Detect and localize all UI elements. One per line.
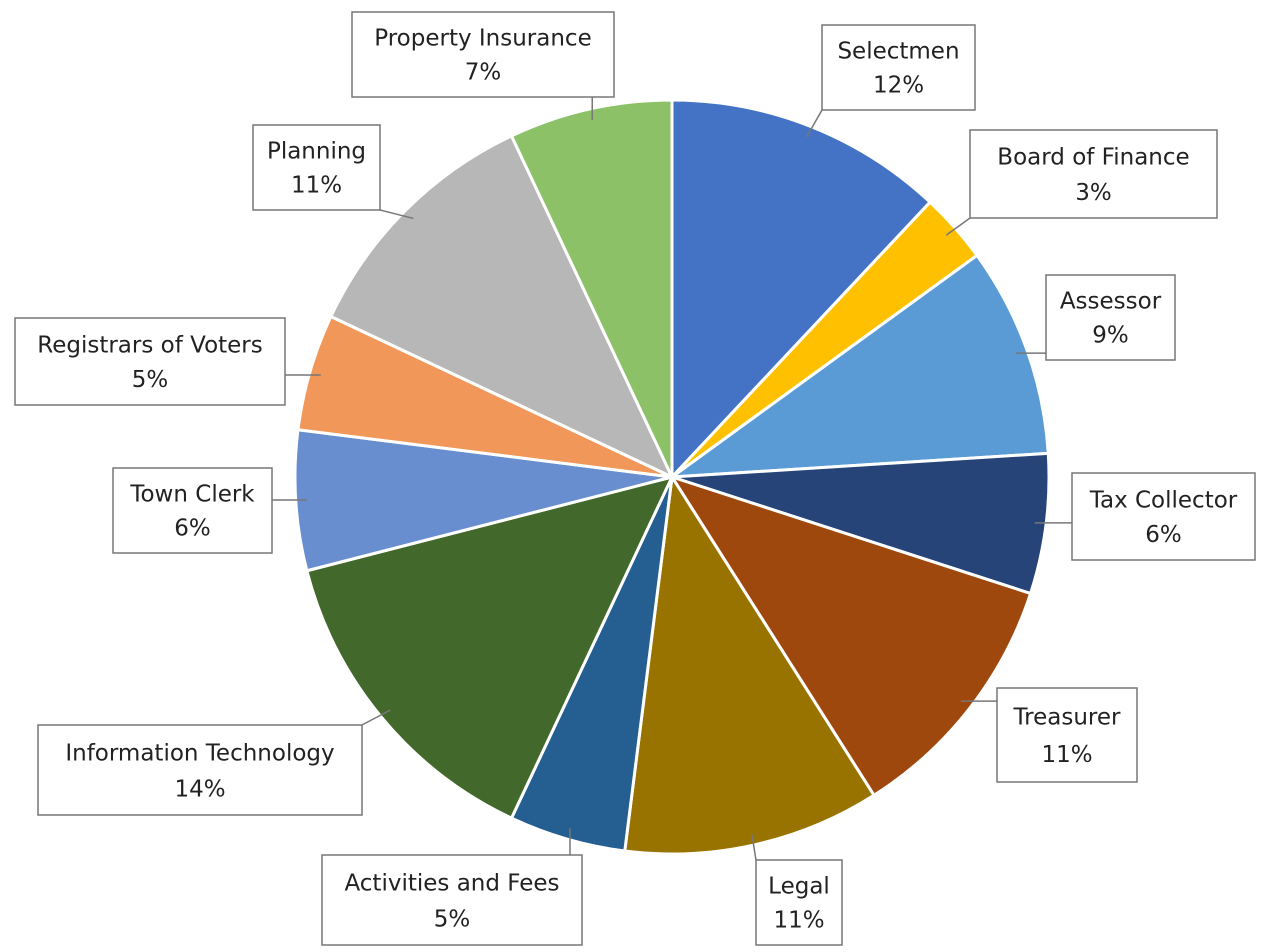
callout-line <box>379 209 414 220</box>
value-label: 6% <box>174 516 211 542</box>
value-label: 14% <box>174 776 225 802</box>
category-label: Treasurer <box>1013 705 1122 731</box>
category-label: Property Insurance <box>374 26 591 52</box>
pie-slice <box>666 253 1050 479</box>
label-box <box>969 129 1218 219</box>
label-box <box>821 24 976 111</box>
value-label: 5% <box>434 906 471 932</box>
value-label: 3% <box>1075 180 1112 206</box>
category-label: Planning <box>267 139 366 165</box>
category-label: Selectmen <box>837 39 959 65</box>
callout-line <box>805 109 823 138</box>
value-label: 9% <box>1092 323 1129 349</box>
label-box <box>252 124 381 211</box>
category-label: Activities and Fees <box>344 870 559 896</box>
value-label: 11% <box>1041 742 1092 768</box>
value-label: 12% <box>873 73 924 99</box>
label-box <box>321 854 583 946</box>
label-box <box>996 687 1138 783</box>
value-label: 7% <box>465 60 502 86</box>
label-box <box>1045 274 1176 361</box>
label-box <box>755 859 843 946</box>
pie-slice <box>668 474 1033 798</box>
category-label: Town Clerk <box>129 482 255 508</box>
category-label: Registrars of Voters <box>37 332 263 358</box>
labels: Selectmen 12% Board of Finance 3% Assessor 9%… <box>14 11 1256 946</box>
pie-slice <box>670 98 933 481</box>
category-label: Legal <box>768 874 830 900</box>
value-label: 5% <box>132 367 169 393</box>
value-label: 11% <box>773 908 824 934</box>
pie-slice <box>509 98 674 478</box>
label-box <box>351 11 615 98</box>
callout-line <box>751 833 757 861</box>
pie-slice <box>328 133 676 481</box>
category-label: Assessor <box>1060 289 1162 315</box>
label-box <box>112 467 273 554</box>
label-box <box>37 724 363 816</box>
value-label: 6% <box>1145 522 1182 548</box>
pie-slice <box>305 474 675 821</box>
slices <box>293 98 1051 856</box>
label-box <box>14 317 286 406</box>
value-label: 11% <box>291 173 342 199</box>
pie-slice <box>671 451 1051 596</box>
category-label: Tax Collector <box>1089 487 1238 513</box>
label-box <box>1071 472 1256 561</box>
category-label: Board of Finance <box>997 145 1189 171</box>
category-label: Information Technology <box>65 740 334 766</box>
callout-line <box>361 709 391 726</box>
callout-line <box>945 217 971 236</box>
